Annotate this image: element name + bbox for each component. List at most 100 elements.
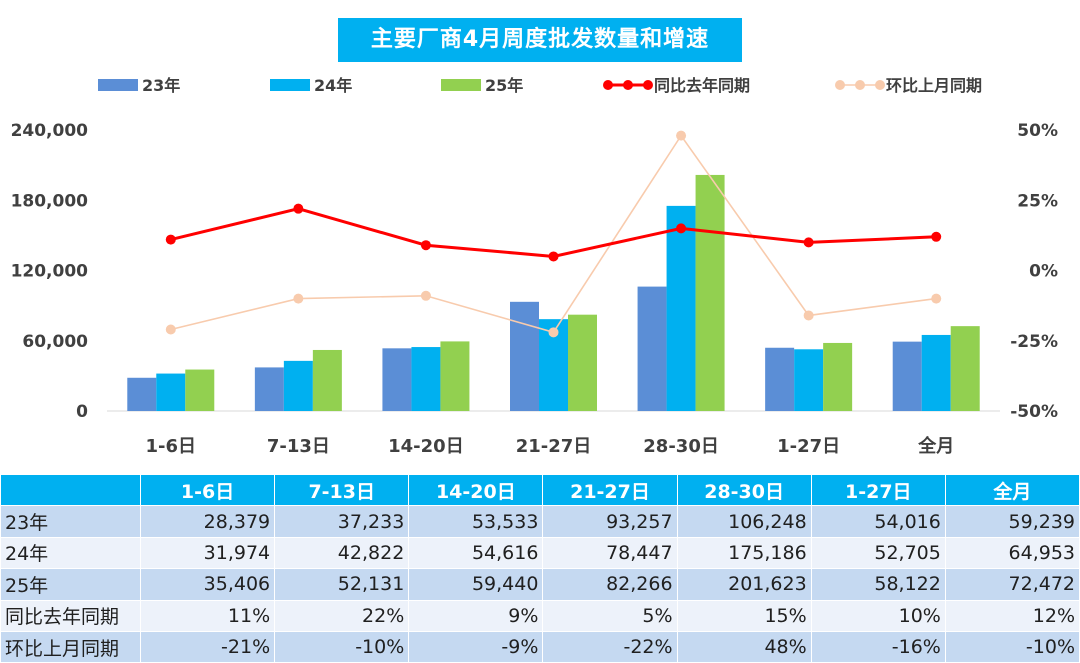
- table-cell: 59,239: [944, 505, 1080, 538]
- x-tick-label: 7-13日: [267, 436, 330, 457]
- bar: [382, 348, 412, 411]
- series-point: [931, 231, 942, 242]
- col-header: 1-27日: [810, 473, 946, 507]
- col-header: 7-13日: [274, 473, 410, 507]
- series-line: [170, 134, 937, 334]
- table-cell: -21%: [139, 630, 276, 663]
- bar: [823, 342, 853, 411]
- legend-label: 24年: [314, 76, 352, 95]
- table-cell: -16%: [810, 630, 946, 663]
- chart-title: 主要厂商4月周度批发数量和增速: [338, 18, 742, 62]
- col-header: 全月: [944, 473, 1080, 507]
- bar: [440, 341, 470, 411]
- legend-marker: [603, 80, 613, 90]
- table-cell: 22%: [274, 599, 410, 632]
- bar: [254, 367, 284, 411]
- y-tick-label-right: -25%: [1010, 332, 1058, 352]
- combo-chart: 0 60,000 120,000 180,000 240,000 -50% -25% 0% 25…: [11, 76, 1058, 457]
- table-cell: 52,705: [810, 536, 946, 570]
- y-tick-label-left: 60,000: [22, 332, 88, 352]
- col-header: 14-20日: [408, 473, 544, 507]
- y-tick-label-left: 240,000: [11, 121, 89, 141]
- table-cell: -9%: [408, 630, 544, 663]
- table-cell: 78,447: [542, 536, 678, 570]
- series-point: [420, 290, 431, 301]
- x-tick-label: 1-6日: [146, 436, 197, 457]
- bar: [765, 347, 795, 411]
- bar: [695, 174, 725, 411]
- table-cell: 58,122: [810, 568, 946, 601]
- row-label: 环比上月同期: [0, 630, 141, 663]
- table-cell: 106,248: [676, 505, 812, 538]
- table-cell: -22%: [542, 630, 678, 663]
- table-cell: 64,953: [944, 536, 1080, 570]
- table-cell: 82,266: [542, 568, 678, 601]
- table-cell: 201,623: [676, 568, 812, 601]
- x-tick-label: 28-30日: [643, 436, 719, 457]
- series-point: [293, 203, 304, 214]
- y-tick-label-right: 50%: [1017, 121, 1058, 141]
- bar: [568, 314, 597, 411]
- table-cell: 72,472: [944, 568, 1080, 601]
- legend-swatch: [441, 79, 481, 91]
- bar: [921, 334, 951, 411]
- row-label: 同比去年同期: [0, 599, 141, 632]
- legend-swatch: [270, 79, 310, 91]
- legend-marker: [855, 80, 865, 90]
- series-point: [676, 130, 687, 141]
- legend-marker: [875, 80, 885, 90]
- bar: [127, 377, 157, 411]
- table-cell: 37,233: [274, 505, 410, 538]
- table-cell: 48%: [676, 630, 812, 663]
- y-tick-label-left: 180,000: [11, 191, 89, 211]
- table-cell: -10%: [274, 630, 410, 663]
- series-point: [165, 234, 176, 245]
- bar: [637, 286, 667, 411]
- y-tick-label-left: 120,000: [11, 262, 89, 282]
- legend-marker: [643, 80, 653, 90]
- legend-label: 同比去年同期: [654, 76, 750, 95]
- series-point: [931, 293, 942, 304]
- legend-label: 23年: [142, 76, 180, 95]
- table-corner: [0, 473, 141, 507]
- bar: [312, 349, 342, 411]
- bar: [892, 341, 922, 411]
- table-cell: 28,379: [139, 505, 276, 538]
- table-cell: 42,822: [274, 536, 410, 570]
- col-header: 21-27日: [542, 473, 678, 507]
- y-tick-label-left: 0: [76, 402, 88, 422]
- y-tick-label-right: 0%: [1029, 262, 1058, 282]
- bar: [411, 347, 441, 411]
- table-cell: 15%: [676, 599, 812, 632]
- series-point: [803, 310, 814, 321]
- row-label: 25年: [0, 568, 141, 601]
- table-row: 同比去年同期 11% 22% 9% 5% 15% 10% 12%: [0, 599, 1080, 632]
- table-cell: 93,257: [542, 505, 678, 538]
- series-point: [803, 237, 814, 248]
- table-cell: 53,533: [408, 505, 544, 538]
- table-row: 25年 35,406 52,131 59,440 82,266 201,623 …: [0, 568, 1080, 601]
- x-tick-label: 1-27日: [777, 436, 840, 457]
- table-cell: 52,131: [274, 568, 410, 601]
- bar: [666, 205, 696, 411]
- bar: [950, 326, 980, 411]
- legend-swatch: [98, 79, 138, 91]
- table-cell: 175,186: [676, 536, 812, 570]
- data-table: 1-6日 7-13日 14-20日 21-27日 28-30日 1-27日 全月…: [0, 473, 1080, 663]
- series-point: [165, 324, 176, 335]
- x-tick-label: 21-27日: [516, 436, 592, 457]
- legend-marker: [835, 80, 845, 90]
- table-cell: 11%: [139, 599, 276, 632]
- table-row: 环比上月同期 -21% -10% -9% -22% 48% -16% -10%: [0, 630, 1080, 663]
- y-tick-label-right: 25%: [1017, 191, 1058, 211]
- series-point: [548, 251, 559, 262]
- bar: [510, 301, 539, 411]
- row-label: 24年: [0, 536, 141, 570]
- series-point: [676, 223, 687, 234]
- series-point: [420, 240, 431, 251]
- x-tick-label: 全月: [917, 435, 954, 457]
- table-cell: -10%: [944, 630, 1080, 663]
- y-tick-label-right: -50%: [1010, 402, 1058, 422]
- table-cell: 9%: [408, 599, 544, 632]
